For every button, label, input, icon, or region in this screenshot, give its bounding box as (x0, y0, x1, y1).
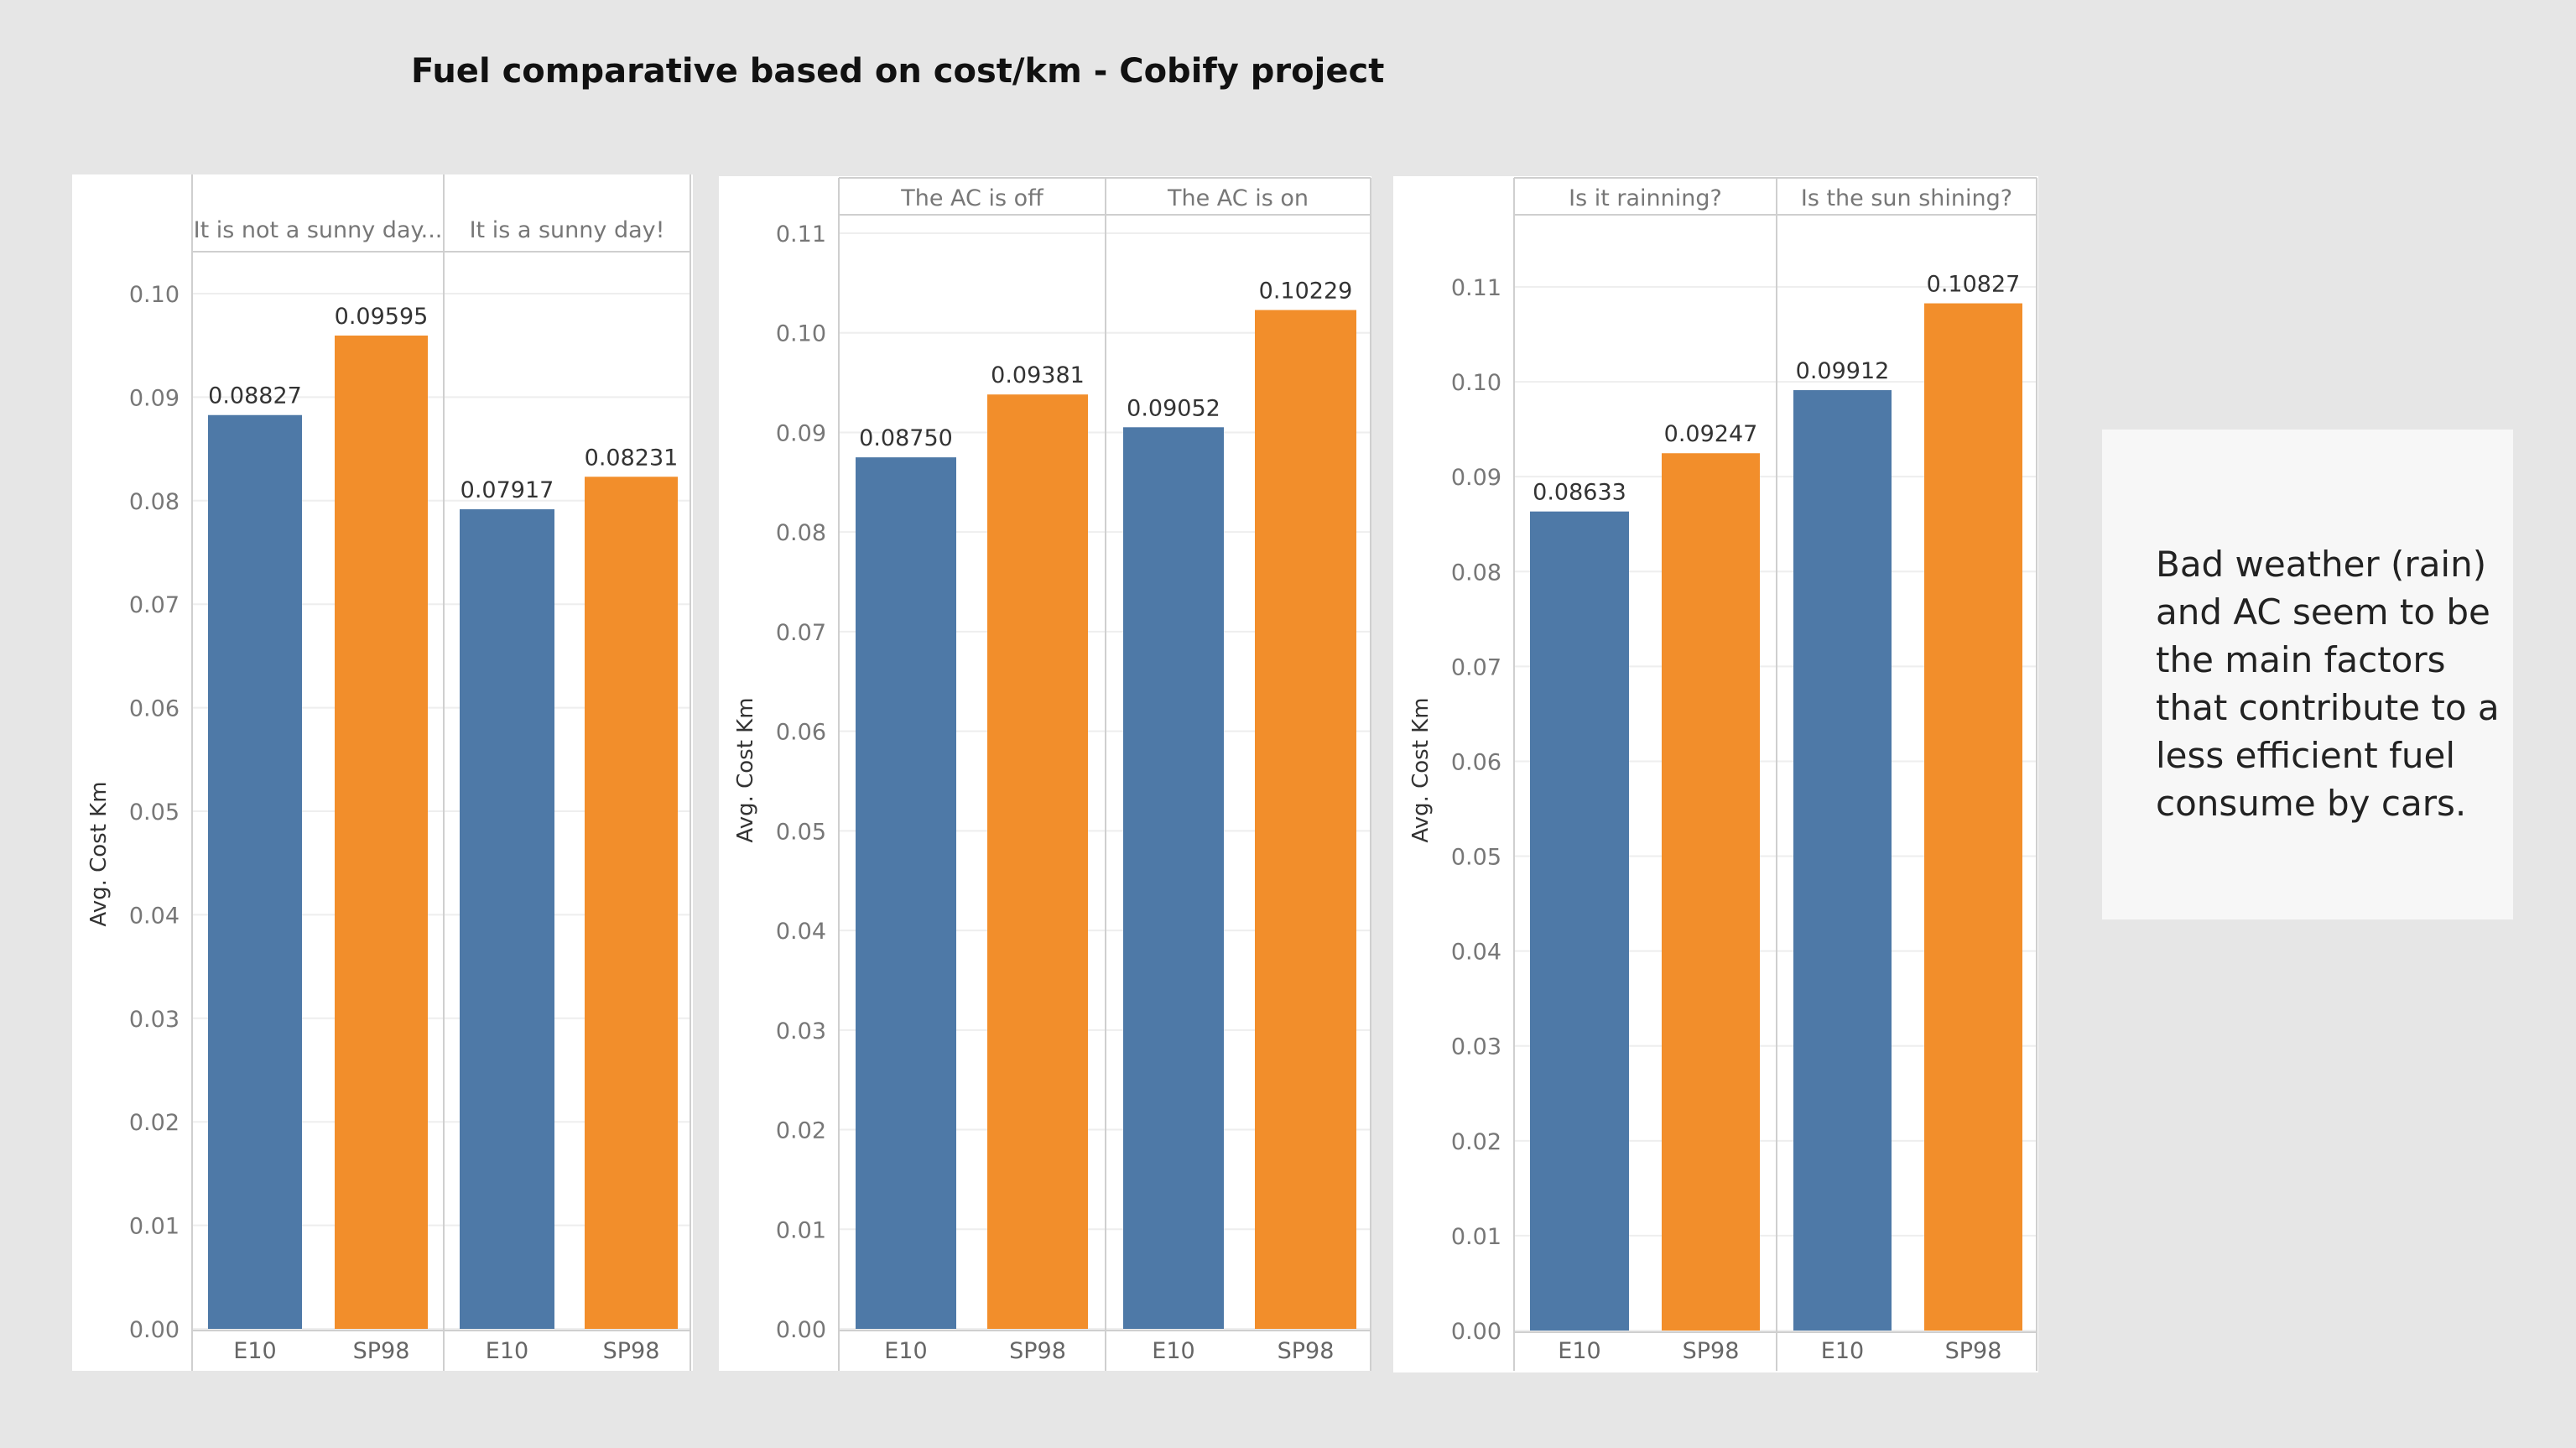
chart-panel-ac: 0.00 0.01 0.02 0.03 0.04 0.05 0.06 0.07 0.08 0.09… (719, 176, 1371, 1371)
data-label: 0.09381 (991, 362, 1085, 388)
data-label: 0.09595 (335, 304, 429, 330)
bar-sp98 (1924, 303, 2022, 1331)
y-tick-label: 0.11 (776, 221, 826, 247)
data-label: 0.08633 (1533, 480, 1626, 506)
y-tick-label: 0.01 (776, 1217, 826, 1243)
x-category-label: SP98 (1278, 1338, 1335, 1364)
x-category-label: E10 (1152, 1338, 1194, 1364)
y-tick-label: 0.10 (1451, 370, 1501, 396)
y-axis-title: Avg. Cost Km (86, 781, 112, 926)
y-tick-label: 0.00 (1451, 1319, 1501, 1345)
chart-panel-weather: 0.00 0.01 0.02 0.03 0.04 0.05 0.06 0.07 0.08 0.09… (72, 174, 693, 1371)
y-tick-label: 0.04 (129, 903, 180, 929)
x-category-label: E10 (486, 1338, 528, 1364)
y-tick-label: 0.03 (776, 1018, 826, 1044)
data-label: 0.09912 (1796, 358, 1890, 384)
bar-e10 (1123, 427, 1224, 1329)
y-tick-label: 0.05 (1451, 845, 1501, 871)
insight-note-text: Bad weather (rain) and AC seem to be the… (2156, 544, 2500, 824)
bar-e10 (208, 414, 302, 1330)
y-tick-label: 0.08 (129, 489, 180, 515)
y-tick-label: 0.07 (776, 620, 826, 646)
y-tick-label: 0.03 (129, 1007, 180, 1033)
y-tick-label: 0.10 (776, 321, 826, 347)
x-category-label: SP98 (1683, 1338, 1740, 1364)
data-label: 0.10827 (1927, 272, 2021, 298)
y-tick-label: 0.02 (1451, 1129, 1501, 1155)
y-tick-label: 0.09 (1451, 465, 1501, 491)
y-axis-title: Avg. Cost Km (1408, 697, 1434, 842)
x-category-label: SP98 (353, 1338, 410, 1364)
bar-sp98 (1255, 310, 1356, 1330)
y-tick-label: 0.06 (1451, 749, 1501, 775)
chart-rain: 0.00 0.01 0.02 0.03 0.04 0.05 0.06 0.07 0.08 0.09… (1408, 177, 2037, 1371)
y-tick-label: 0.11 (1451, 275, 1501, 301)
y-tick-label: 0.02 (129, 1110, 180, 1136)
group-header: Is the sun shining? (1801, 185, 2012, 211)
y-tick-label: 0.01 (1451, 1224, 1501, 1250)
group-header: The AC is on (1167, 185, 1309, 211)
data-label: 0.08231 (585, 445, 679, 471)
y-tick-label: 0.05 (776, 819, 826, 845)
y-tick-label: 0.08 (776, 520, 826, 546)
y-tick-label: 0.09 (776, 420, 826, 446)
y-tick-label: 0.01 (129, 1214, 180, 1240)
group-header: It is a sunny day! (470, 217, 665, 243)
y-tick-label: 0.09 (129, 385, 180, 411)
y-tick-label: 0.05 (129, 800, 180, 826)
chart-ac: 0.00 0.01 0.02 0.03 0.04 0.05 0.06 0.07 0.08 0.09… (733, 177, 1371, 1371)
insight-note: Bad weather (rain) and AC seem to be the… (2102, 430, 2513, 919)
x-category-label: E10 (1821, 1338, 1864, 1364)
group-header: Is it rainning? (1569, 185, 1722, 211)
y-tick-label: 0.04 (776, 919, 826, 945)
y-tick-label: 0.08 (1451, 560, 1501, 586)
group-header: The AC is off (900, 185, 1044, 211)
data-label: 0.10229 (1259, 279, 1353, 305)
bar-e10 (1793, 390, 1892, 1331)
x-category-label: E10 (884, 1338, 927, 1364)
data-label: 0.08750 (859, 425, 953, 451)
x-category-label: SP98 (1945, 1338, 2002, 1364)
chart-weather: 0.00 0.01 0.02 0.03 0.04 0.05 0.06 0.07 0.08 0.09… (86, 174, 691, 1371)
x-category-label: SP98 (1009, 1338, 1066, 1364)
y-tick-label: 0.07 (1451, 654, 1501, 680)
bar-sp98 (1662, 453, 1760, 1331)
y-tick-label: 0.02 (776, 1118, 826, 1144)
data-label: 0.08827 (208, 383, 302, 409)
y-tick-label: 0.06 (129, 696, 180, 722)
y-tick-label: 0.00 (776, 1317, 826, 1343)
bar-sp98 (585, 477, 678, 1329)
x-category-label: SP98 (603, 1338, 660, 1364)
chart-panel-rain: 0.00 0.01 0.02 0.03 0.04 0.05 0.06 0.07 0.08 0.09… (1393, 176, 2038, 1372)
y-axis-title: Avg. Cost Km (733, 697, 758, 842)
bar-e10 (856, 457, 956, 1329)
y-tick-label: 0.10 (129, 282, 180, 308)
y-tick-label: 0.07 (129, 592, 180, 618)
data-label: 0.09052 (1127, 395, 1220, 421)
y-tick-label: 0.03 (1451, 1034, 1501, 1060)
data-label: 0.09247 (1664, 421, 1758, 447)
y-tick-label: 0.06 (776, 720, 826, 746)
y-tick-label: 0.04 (1451, 940, 1501, 966)
bar-sp98 (335, 335, 428, 1329)
dashboard-title: Fuel comparative based on cost/km - Cobi… (411, 52, 1385, 91)
bar-sp98 (987, 394, 1088, 1329)
x-category-label: E10 (233, 1338, 276, 1364)
group-header: It is not a sunny day... (194, 217, 443, 243)
data-label: 0.07917 (461, 477, 554, 503)
bar-e10 (1530, 511, 1629, 1331)
bar-e10 (460, 509, 554, 1329)
x-category-label: E10 (1558, 1338, 1600, 1364)
y-tick-label: 0.00 (129, 1317, 180, 1343)
